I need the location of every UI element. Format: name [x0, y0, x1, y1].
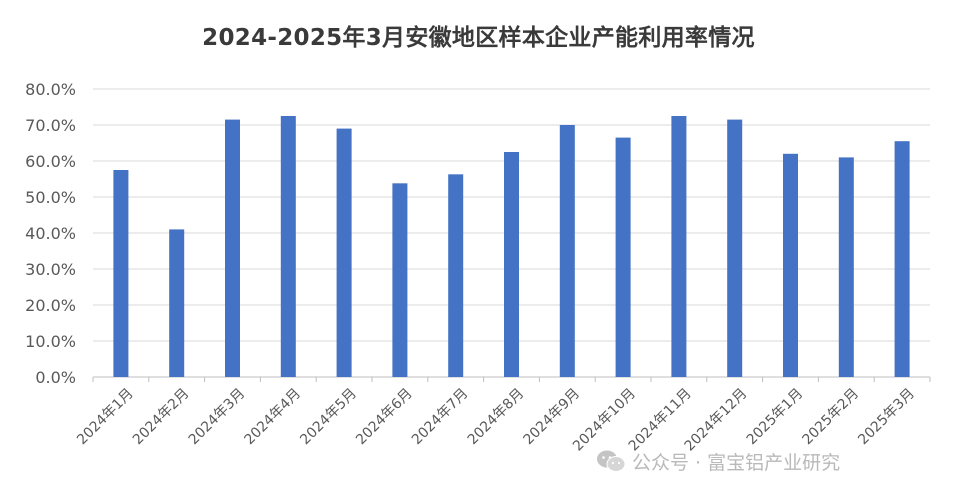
y-tick-label: 0.0%	[35, 368, 76, 387]
x-tick-label: 2024年3月	[186, 386, 249, 449]
bar	[504, 152, 519, 377]
bar	[727, 119, 743, 377]
bar	[225, 119, 240, 377]
watermark-text: 公众号 · 富宝铝产业研究	[632, 451, 841, 474]
x-tick-label: 2024年5月	[297, 386, 360, 449]
bar	[280, 116, 296, 377]
x-tick-label: 2024年1月	[74, 386, 137, 449]
bar	[559, 125, 575, 377]
y-tick-label: 60.0%	[25, 152, 76, 171]
bar	[448, 174, 464, 377]
x-tick-label: 2024年4月	[242, 386, 305, 449]
bar	[169, 229, 185, 377]
bar	[113, 170, 129, 377]
bar	[838, 157, 854, 377]
y-tick-label: 10.0%	[25, 332, 76, 351]
bar	[894, 141, 910, 377]
x-tick-label: 2025年3月	[855, 386, 918, 449]
bar	[392, 183, 408, 377]
x-tick-label: 2025年2月	[800, 386, 863, 449]
x-tick-label: 2025年1月	[744, 386, 807, 449]
x-tick-label: 2024年6月	[353, 386, 416, 449]
x-tick-label: 2024年7月	[409, 386, 472, 449]
bar	[615, 137, 631, 377]
y-tick-label: 20.0%	[25, 296, 76, 315]
x-tick-label: 2024年2月	[130, 386, 193, 449]
y-tick-label: 50.0%	[25, 188, 76, 207]
y-tick-label: 80.0%	[25, 80, 76, 99]
bar	[336, 128, 352, 377]
bar	[783, 153, 798, 377]
y-tick-label: 30.0%	[25, 260, 76, 279]
y-tick-label: 40.0%	[25, 224, 76, 243]
bar	[671, 116, 687, 377]
y-tick-label: 70.0%	[25, 116, 76, 135]
watermark: 公众号 · 富宝铝产业研究	[596, 446, 840, 476]
x-tick-label: 2024年8月	[465, 386, 528, 449]
wechat-icon	[597, 450, 626, 472]
chart-title: 2024-2025年3月安徽地区样本企业产能利用率情况	[202, 25, 755, 51]
